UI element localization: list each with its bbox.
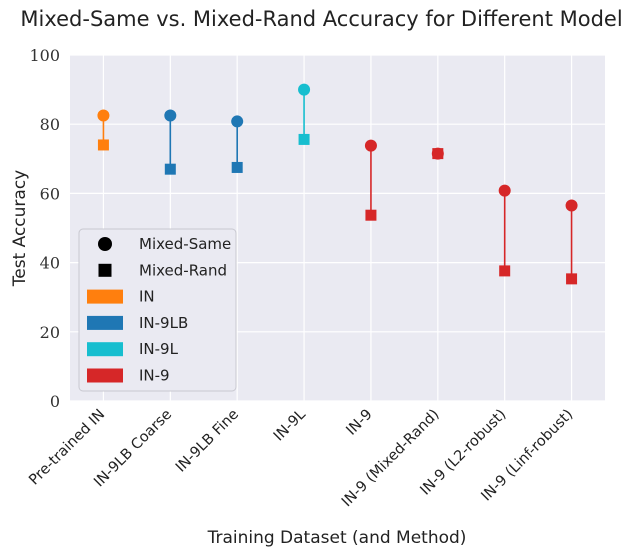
y-tick-labels: 0 20 40 60 80 100 <box>29 46 60 411</box>
y-tick-label: 80 <box>40 115 60 134</box>
mixed-rand-marker <box>164 163 176 175</box>
connector-lines <box>102 89 573 279</box>
legend-label: IN-9LB <box>139 314 188 332</box>
legend-color-patch <box>87 368 123 383</box>
legend: Mixed-Same Mixed-Rand IN IN-9LB IN-9L IN-9 <box>78 228 237 392</box>
y-tick-label: 100 <box>29 46 60 65</box>
y-axis-label: Test Accuracy <box>10 170 30 288</box>
mixed-rand-marker <box>298 133 310 145</box>
legend-label: IN-9L <box>139 340 179 358</box>
mixed-same-marker <box>164 109 177 122</box>
data-markers <box>97 83 578 285</box>
legend-label: IN <box>139 288 155 306</box>
mixed-same-marker <box>565 199 578 212</box>
legend-color-patch <box>87 315 123 330</box>
y-tick-label: 0 <box>50 392 60 411</box>
mixed-same-marker <box>431 147 444 160</box>
mixed-rand-marker <box>365 209 377 221</box>
mixed-rand-marker <box>231 161 243 173</box>
x-axis-label: Training Dataset (and Method) <box>207 528 467 548</box>
x-tick-label: IN-9LB Fine <box>173 406 242 475</box>
y-tick-label: 20 <box>40 323 60 342</box>
legend-label: Mixed-Same <box>139 235 231 253</box>
legend-color-patch <box>87 342 123 357</box>
mixed-same-marker <box>498 184 511 197</box>
x-tick-label: IN-9 <box>344 407 376 439</box>
mixed-same-marker <box>364 139 377 152</box>
legend-square-marker <box>98 263 112 277</box>
legend-color-patch <box>87 289 123 304</box>
x-tick-label: IN-9L <box>271 407 309 445</box>
legend-label: Mixed-Rand <box>139 261 227 279</box>
mixed-same-marker <box>298 83 311 96</box>
mixed-rand-marker <box>97 139 109 151</box>
mixed-rand-marker <box>566 273 578 285</box>
mixed-same-marker <box>231 115 244 128</box>
y-tick-label: 40 <box>40 254 60 273</box>
y-tick-label: 60 <box>40 184 60 203</box>
legend-label: IN-9 <box>139 367 170 385</box>
mixed-rand-marker <box>499 265 511 277</box>
legend-circle-marker <box>98 237 112 251</box>
mixed-same-marker <box>97 109 110 122</box>
chart-title: Mixed-Same vs. Mixed-Rand Accuracy for D… <box>20 7 623 31</box>
